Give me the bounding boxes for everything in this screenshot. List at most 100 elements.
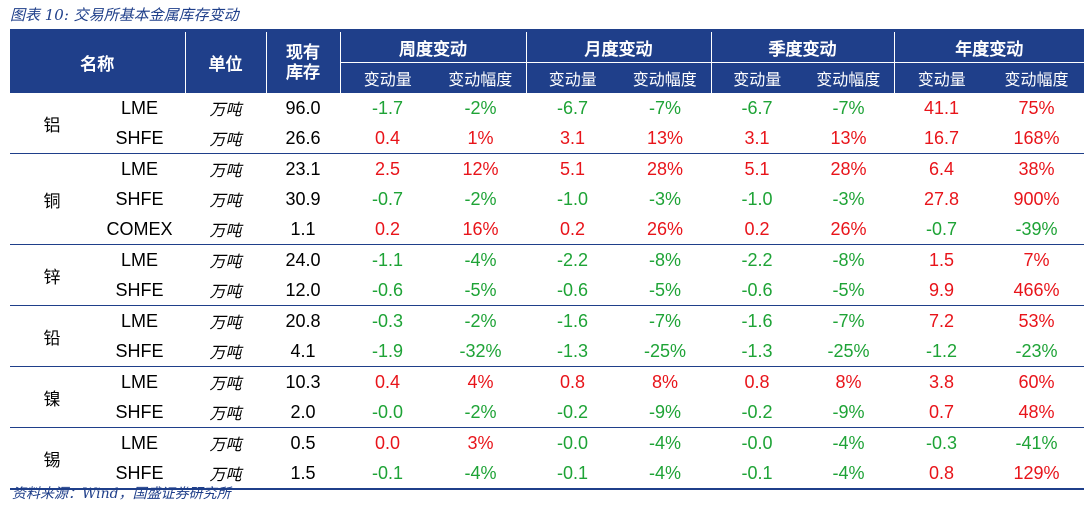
- metal-name: 锡: [10, 427, 94, 490]
- header-stock: 现有 库存: [265, 32, 340, 93]
- weekly-pct: -2%: [464, 188, 497, 209]
- table-row: 锡 LME 万吨 0.5 0.0 3% -0.0 -4% -0.0 -4% -0.3 -41%: [10, 427, 1084, 490]
- weekly-change: -0.0: [371, 401, 404, 422]
- yearly-change: -1.2: [925, 340, 958, 361]
- subheader-change: 变动量: [339, 62, 435, 93]
- quarterly-change: -0.0: [711, 427, 803, 458]
- monthly-change: 3.1: [559, 127, 586, 148]
- quarterly-change: -0.2: [741, 401, 773, 422]
- yearly-pct: 129%: [989, 458, 1084, 490]
- stock-value: 26.6: [285, 127, 321, 148]
- weekly-pct: -2%: [435, 305, 526, 336]
- monthly-pct: -8%: [619, 244, 711, 275]
- table-caption: 图表 10: 交易所基本金属库存变动: [10, 6, 239, 24]
- yearly-pct: -39%: [1015, 218, 1058, 239]
- header-yearly: 年度变动: [893, 32, 1084, 63]
- quarterly-change: -1.3: [741, 340, 773, 361]
- monthly-pct: -7%: [648, 97, 681, 118]
- weekly-pct: -4%: [435, 458, 526, 490]
- metal-name: 铝: [43, 115, 61, 136]
- table-row: 铜 LME 万吨 23.1 2.5 12% 5.1 28% 5.1 28% 6.4 38%: [10, 153, 1084, 245]
- exchange-name: LME: [94, 305, 185, 336]
- weekly-change: 0.2: [374, 218, 401, 239]
- weekly-change: -1.1: [340, 244, 435, 275]
- header-stock-line2: 库存: [286, 62, 320, 82]
- table-body: 铝 LME 万吨 96.0 -1.7 -2% -6.7 -7% -6.7 -7% 41.1 75% SH…: [10, 93, 1084, 490]
- stock-value: 4.1: [290, 340, 316, 361]
- subheader-change: 变动量: [525, 62, 619, 93]
- table-row: SHFE 万吨 30.9 -0.7 -2% -1.0 -3% -1.0 -3% 27.8 900%: [10, 184, 1084, 214]
- yearly-change: 7.2: [894, 305, 989, 336]
- unit-cell: 万吨: [209, 191, 242, 210]
- unit-cell: 万吨: [185, 153, 266, 184]
- monthly-pct: 26%: [646, 218, 684, 239]
- weekly-pct: -32%: [459, 340, 502, 361]
- exchange-name: SHFE: [94, 458, 185, 490]
- monthly-pct: -25%: [643, 340, 687, 361]
- quarterly-pct: -3%: [832, 188, 865, 209]
- subheader-change: 变动量: [710, 62, 803, 93]
- yearly-pct: 48%: [1018, 401, 1055, 422]
- unit-cell: 万吨: [185, 366, 266, 397]
- yearly-pct: 53%: [989, 305, 1084, 336]
- monthly-pct: 28%: [619, 153, 711, 184]
- stock-value: 30.9: [285, 188, 321, 209]
- quarterly-change: -0.1: [711, 458, 803, 490]
- unit-cell: 万吨: [209, 130, 242, 149]
- monthly-change: 0.2: [559, 218, 586, 239]
- exchange-name: LME: [120, 97, 158, 118]
- inventory-table: 名称 单位 现有 库存 周度变动 月度变动 季度变动 年度变动 变动量 变动幅度…: [10, 32, 1084, 490]
- weekly-change: 2.5: [340, 153, 435, 184]
- table-row: SHFE 万吨 26.6 0.4 1% 3.1 13% 3.1 13% 16.7 168%: [10, 123, 1084, 154]
- weekly-change: -0.6: [371, 279, 404, 300]
- stock-value: 1.1: [290, 218, 316, 239]
- yearly-pct: -23%: [1015, 340, 1058, 361]
- monthly-change: -1.3: [556, 340, 589, 361]
- header-monthly: 月度变动: [525, 32, 711, 63]
- monthly-pct: -7%: [619, 305, 711, 336]
- quarterly-pct: -7%: [832, 97, 865, 118]
- metal-name: 铜: [10, 153, 94, 245]
- table-row: 镍 LME 万吨 10.3 0.4 4% 0.8 8% 0.8 8% 3.8 60%: [10, 366, 1084, 428]
- monthly-change: 5.1: [526, 153, 619, 184]
- monthly-change: -0.6: [556, 279, 589, 300]
- header-weekly: 周度变动: [339, 32, 526, 63]
- monthly-pct: -4%: [619, 458, 711, 490]
- yearly-pct: 75%: [1018, 97, 1055, 118]
- weekly-pct: -5%: [464, 279, 497, 300]
- table-row: SHFE 万吨 1.5 -0.1 -4% -0.1 -4% -0.1 -4% 0.8 129%: [10, 458, 1084, 490]
- monthly-pct: -9%: [648, 401, 681, 422]
- stock-value: 0.5: [266, 427, 340, 458]
- subheader-pct: 变动幅度: [803, 62, 894, 93]
- stock-value: 12.0: [285, 279, 321, 300]
- monthly-pct: -3%: [648, 188, 681, 209]
- table-row: SHFE 万吨 4.1 -1.9 -32% -1.3 -25% -1.3 -25% -1.2 -23…: [10, 336, 1084, 367]
- weekly-change: -0.1: [340, 458, 435, 490]
- weekly-pct: 12%: [435, 153, 526, 184]
- header-quarterly: 季度变动: [710, 32, 894, 63]
- monthly-pct: 8%: [619, 366, 711, 397]
- exchange-name: SHFE: [115, 127, 164, 148]
- monthly-pct: -5%: [648, 279, 681, 300]
- weekly-pct: -4%: [435, 244, 526, 275]
- exchange-name: SHFE: [115, 401, 164, 422]
- weekly-change: 0.4: [374, 127, 401, 148]
- yearly-change: 1.5: [894, 244, 989, 275]
- table-row: 锌 LME 万吨 24.0 -1.1 -4% -2.2 -8% -2.2 -8% 1.5 7%: [10, 244, 1084, 306]
- unit-cell: 万吨: [209, 221, 242, 240]
- exchange-name: SHFE: [115, 340, 164, 361]
- quarterly-change: -6.7: [741, 97, 773, 118]
- yearly-change: -0.3: [894, 427, 989, 458]
- yearly-change: 9.9: [928, 279, 955, 300]
- monthly-change: 0.8: [526, 366, 619, 397]
- unit-cell: 万吨: [185, 458, 266, 490]
- unit-cell: 万吨: [185, 305, 266, 336]
- caption-rule: [10, 29, 1084, 32]
- quarterly-change: 3.1: [744, 127, 770, 148]
- subheader-pct: 变动幅度: [619, 62, 711, 93]
- weekly-pct: 1%: [467, 127, 494, 148]
- weekly-change: -0.3: [340, 305, 435, 336]
- yearly-change: 16.7: [923, 127, 960, 148]
- weekly-change: 0.0: [340, 427, 435, 458]
- yearly-change: 27.8: [923, 188, 960, 209]
